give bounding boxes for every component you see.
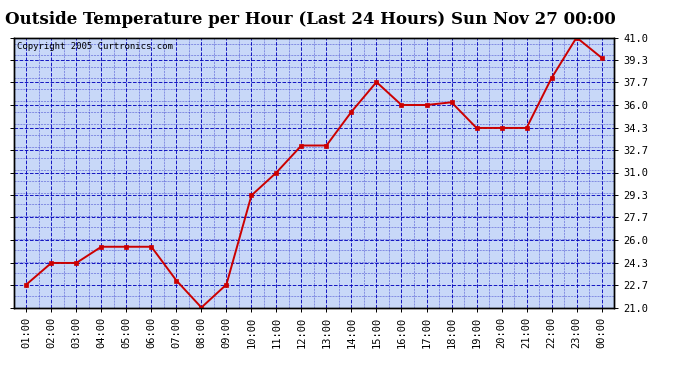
Text: Copyright 2005 Curtronics.com: Copyright 2005 Curtronics.com bbox=[17, 42, 172, 51]
Text: Outside Temperature per Hour (Last 24 Hours) Sun Nov 27 00:00: Outside Temperature per Hour (Last 24 Ho… bbox=[5, 11, 616, 28]
